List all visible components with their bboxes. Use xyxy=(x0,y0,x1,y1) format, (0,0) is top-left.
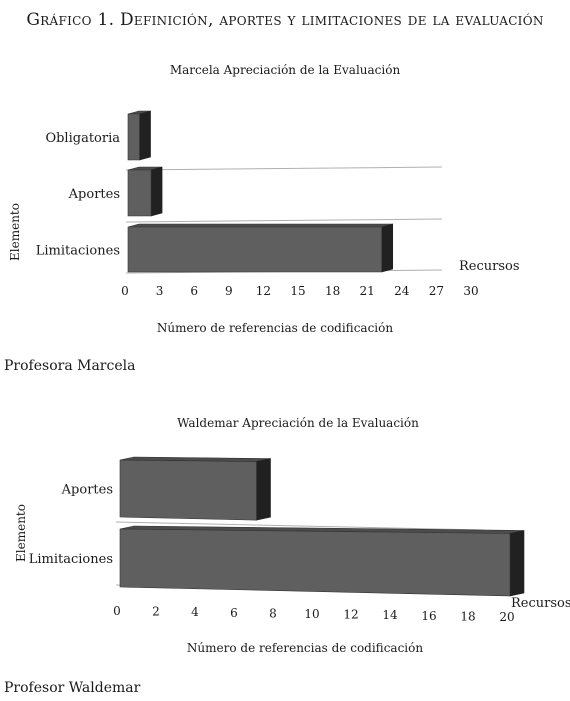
x-tick-label: 6 xyxy=(230,606,238,620)
x-tick-label: 0 xyxy=(121,284,129,298)
gridline xyxy=(125,218,443,223)
x-axis-label: Número de referencias de codificación xyxy=(187,641,423,655)
marcela-bar-chart: Marcela Apreciación de la Evaluación Ele… xyxy=(8,63,520,335)
x-tick-label: 3 xyxy=(156,284,164,298)
bar-aportes xyxy=(127,166,163,217)
caption-marcela: Profesora Marcela xyxy=(4,358,136,374)
x-tick-label: 27 xyxy=(429,284,444,298)
x-tick-label: 10 xyxy=(304,607,319,621)
category-label: Aportes xyxy=(68,187,120,202)
x-tick-label: 18 xyxy=(325,284,340,298)
x-tick-label: 8 xyxy=(269,606,277,620)
x-tick-label: 0 xyxy=(113,604,121,618)
category-label: Limitaciones xyxy=(36,244,120,259)
gridline xyxy=(125,166,443,171)
y-axis-label: Elemento xyxy=(8,203,22,261)
bar-aportes xyxy=(119,456,271,521)
figure-title: Gráfico 1. Definición, aportes y limitac… xyxy=(26,10,544,30)
x-tick-label: 2 xyxy=(152,605,160,619)
x-tick-label: 12 xyxy=(256,284,271,298)
x-tick-label: 14 xyxy=(382,608,398,622)
x-tick-label: 20 xyxy=(499,610,514,624)
depth-axis-label: Recursos xyxy=(511,596,570,611)
x-axis-label: Número de referencias de codificación xyxy=(157,321,393,335)
caption-waldemar: Profesor Waldemar xyxy=(4,680,141,696)
x-tick-label: 21 xyxy=(360,284,375,298)
x-tick-label: 15 xyxy=(290,284,305,298)
x-tick-label: 18 xyxy=(460,609,475,623)
category-label: Aportes xyxy=(61,483,113,498)
waldemar-bar-chart: Waldemar Apreciación de la Evaluación El… xyxy=(14,416,570,655)
x-tick-label: 9 xyxy=(225,284,233,298)
bar-obligatoria xyxy=(127,110,151,161)
x-tick-label: 4 xyxy=(191,605,199,619)
x-tick-label: 30 xyxy=(463,284,478,298)
x-tick-label: 12 xyxy=(343,608,358,622)
category-label: Limitaciones xyxy=(29,552,113,567)
category-label: Obligatoria xyxy=(45,131,120,146)
x-tick-label: 6 xyxy=(190,284,198,298)
depth-axis-label: Recursos xyxy=(459,259,520,274)
x-tick-label: 16 xyxy=(421,609,436,623)
chart-title: Waldemar Apreciación de la Evaluación xyxy=(177,416,419,430)
bar-limitaciones xyxy=(119,525,525,597)
chart-title: Marcela Apreciación de la Evaluación xyxy=(170,63,401,77)
y-axis-label: Elemento xyxy=(14,504,28,562)
x-tick-label: 24 xyxy=(394,284,410,298)
bar-limitaciones xyxy=(127,223,394,273)
gridline xyxy=(115,521,485,531)
